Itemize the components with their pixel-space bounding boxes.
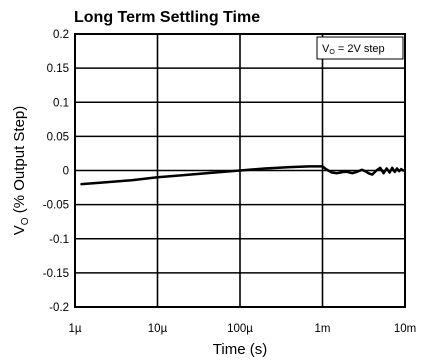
annotation-rest: = 2V step (335, 43, 385, 55)
annotation-box: VO = 2V step (316, 36, 404, 60)
annotation-border (316, 36, 404, 60)
y-tick-label: -0.05 (43, 200, 69, 212)
y-tick-label: 0 (63, 166, 69, 178)
y-tick-label: 0.15 (47, 63, 69, 75)
y-tick-label: 0.1 (53, 97, 69, 109)
plot-frame (74, 33, 406, 308)
y-axis-label: VO (% Output Step) (11, 106, 31, 236)
x-tick-label: 1µ (68, 323, 81, 335)
y-tick-label: -0.15 (43, 268, 69, 280)
y-tick-label: 0.05 (47, 131, 69, 143)
annotation-text: VO = 2V step (322, 43, 385, 56)
y-axis-label-rest: (% Output Step) (11, 106, 28, 218)
x-tick-label: 1m (315, 323, 331, 335)
y-tick-label: -0.1 (49, 234, 69, 246)
y-axis-label-subscript: O (20, 217, 31, 225)
x-tick-label: 100µ (227, 323, 253, 335)
series-line (80, 165, 405, 186)
x-axis-label: Time (s) (213, 341, 267, 358)
x-tick-label: 10m (394, 323, 416, 335)
chart-title: Long Term Settling Time (74, 9, 260, 26)
y-axis-label-main: V (11, 225, 28, 235)
annotation-main: V (322, 43, 330, 55)
annotation-subscript: O (329, 49, 335, 56)
y-tick-label: -0.2 (49, 302, 69, 314)
x-tick-label: 10µ (148, 323, 168, 335)
y-tick-labels: 0.2 0.15 0.1 0.05 0 -0.05 -0.1 -0.15 -0.2 (43, 29, 69, 314)
y-tick-label: 0.2 (53, 29, 69, 41)
x-tick-labels: 1µ 10µ 100µ 1m 10m (68, 323, 416, 335)
